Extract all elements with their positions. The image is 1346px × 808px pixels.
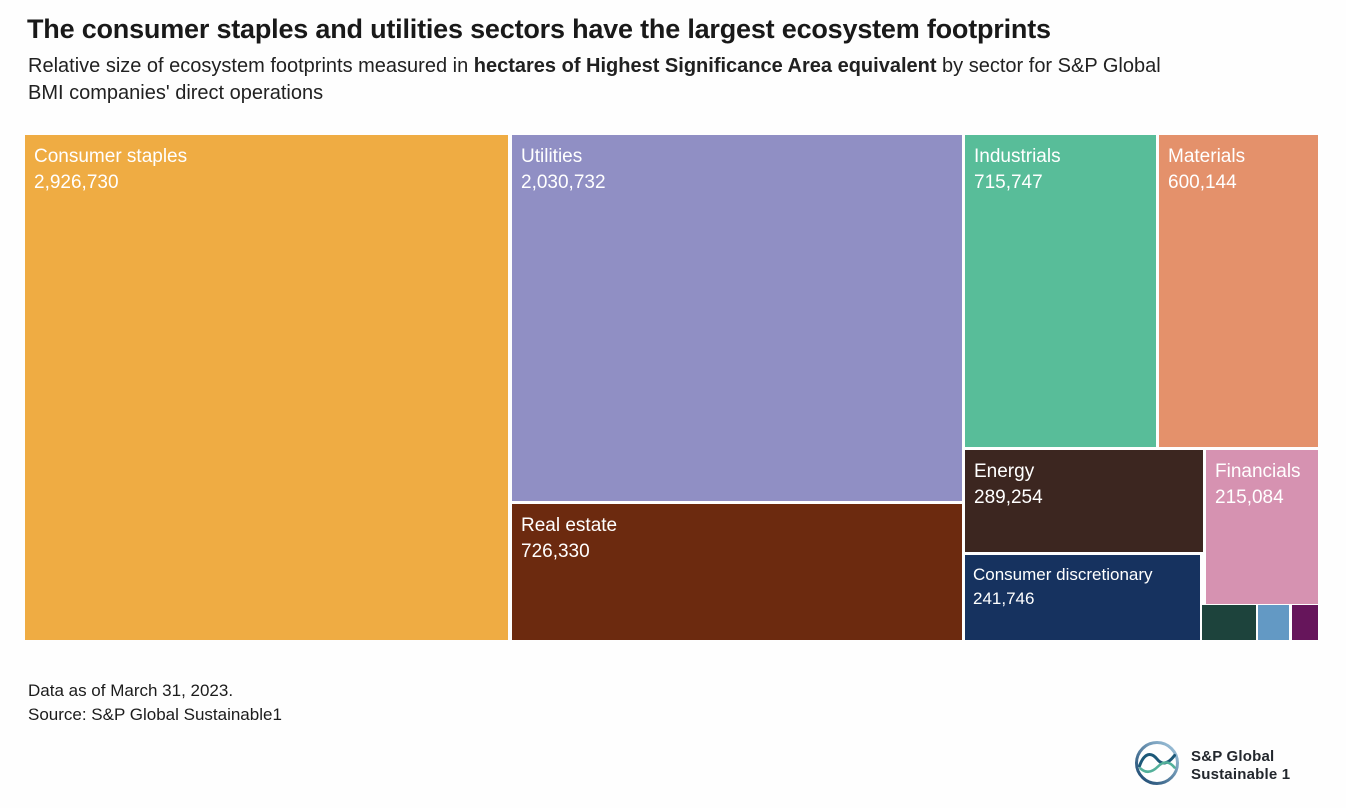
treemap: Consumer staples 2,926,730 Utilities 2,030,… xyxy=(25,135,1318,640)
cell-value: 600,144 xyxy=(1168,172,1237,193)
chart-footnotes: Data as of March 31, 2023. Source: S&P G… xyxy=(28,679,282,727)
cell-label: Materials xyxy=(1168,146,1246,167)
treemap-cell-unlabeled-2 xyxy=(1258,605,1289,640)
treemap-cell-real-estate: Real estate 726,330 xyxy=(512,504,962,640)
treemap-cell-industrials: Industrials 715,747 xyxy=(965,135,1156,447)
treemap-cell-energy: Energy 289,254 xyxy=(965,450,1203,552)
treemap-cell-materials: Materials 600,144 xyxy=(1159,135,1318,447)
treemap-cell-consumer-discretionary: Consumer discretionary 241,746 xyxy=(965,555,1200,640)
treemap-cell-unlabeled-1 xyxy=(1202,605,1256,640)
subtitle-text-pre: Relative size of ecosystem footprints me… xyxy=(28,55,474,77)
data-as-of-note: Data as of March 31, 2023. xyxy=(28,681,234,700)
cell-label: Consumer staples xyxy=(34,146,188,167)
cell-label: Real estate xyxy=(521,515,618,536)
page-title: The consumer staples and utilities secto… xyxy=(27,14,1051,44)
cell-value: 726,330 xyxy=(521,541,590,562)
treemap-cell-unlabeled-3 xyxy=(1292,605,1318,640)
treemap-cell-consumer-staples: Consumer staples 2,926,730 xyxy=(25,135,508,640)
sustainable1-wave-circle-icon xyxy=(1134,740,1180,791)
cell-value: 241,746 xyxy=(973,589,1035,608)
logo-wordmark: S&P Global Sustainable 1 xyxy=(1191,748,1290,784)
sp-global-sustainable1-logo: S&P Global Sustainable 1 xyxy=(1134,740,1290,791)
subtitle-text-bold: hectares of Highest Significance Area eq… xyxy=(473,55,937,77)
source-note: Source: S&P Global Sustainable1 xyxy=(28,705,282,724)
cell-value: 2,926,730 xyxy=(34,172,119,193)
cell-label: Energy xyxy=(974,461,1035,482)
cell-label: Utilities xyxy=(521,146,583,167)
treemap-cell-utilities: Utilities 2,030,732 xyxy=(512,135,962,501)
logo-line2: Sustainable 1 xyxy=(1191,765,1291,783)
cell-value: 215,084 xyxy=(1215,487,1284,508)
chart-subtitle: Relative size of ecosystem footprints me… xyxy=(28,53,1168,107)
cell-value: 289,254 xyxy=(974,487,1043,508)
cell-label: Financials xyxy=(1215,461,1301,482)
cell-value: 2,030,732 xyxy=(521,172,606,193)
subtitle-text-post: by sector for S&P Global BMI companies' … xyxy=(28,55,1161,104)
cell-label: Consumer discretionary xyxy=(973,565,1153,584)
cell-value: 715,747 xyxy=(974,172,1043,193)
treemap-cell-financials: Financials 215,084 xyxy=(1206,450,1318,604)
cell-label: Industrials xyxy=(974,146,1061,167)
logo-line1: S&P Global xyxy=(1191,747,1275,765)
